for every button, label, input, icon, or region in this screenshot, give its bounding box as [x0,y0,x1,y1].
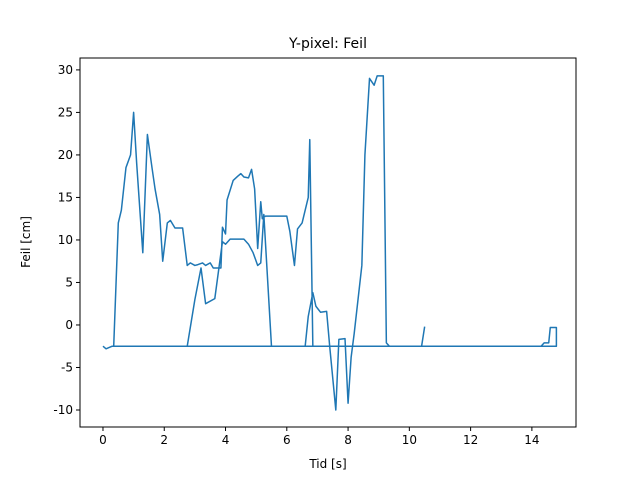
y-tick-label: 5 [65,275,73,289]
x-tick-label: 2 [160,433,168,447]
plot-frame [79,57,577,428]
data-line [102,75,558,411]
y-tick-label: 15 [58,190,73,204]
x-tick-label: 14 [524,433,539,447]
x-tick-label: 8 [344,433,352,447]
y-tick-label: 20 [58,148,73,162]
y-tick-label: -10 [53,403,73,417]
x-tick-label: 6 [283,433,291,447]
y-axis-label: Feil [cm] [19,216,33,268]
y-tick-label: 0 [65,318,73,332]
chart-title: Y-pixel: Feil [288,36,367,52]
y-tick-label: -5 [61,360,73,374]
y-tick-label: 10 [58,233,73,247]
x-tick-label: 4 [222,433,230,447]
x-tick-label: 12 [463,433,478,447]
y-tick-label: 25 [58,105,73,119]
x-tick-label: 10 [402,433,417,447]
x-tick-label: 0 [99,433,107,447]
y-tick-label: 30 [58,63,73,77]
x-axis-label: Tid [s] [308,457,346,471]
